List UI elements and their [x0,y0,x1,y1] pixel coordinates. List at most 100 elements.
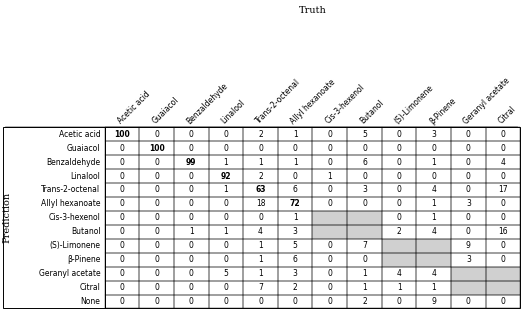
Text: 0: 0 [154,185,159,194]
Text: 0: 0 [223,130,229,139]
Text: 0: 0 [119,255,124,264]
Text: 0: 0 [154,171,159,181]
Text: 0: 0 [119,297,124,306]
Text: 0: 0 [501,241,506,250]
Text: 0: 0 [154,130,159,139]
Text: 0: 0 [189,144,194,153]
Text: 0: 0 [396,157,402,167]
Text: 0: 0 [431,144,436,153]
Text: 0: 0 [501,213,506,222]
Text: Benzaldehyde: Benzaldehyde [185,81,230,126]
Text: Cis-3-hexenol: Cis-3-hexenol [49,213,100,222]
Text: 28: 28 [498,283,508,292]
Text: 4: 4 [396,269,402,278]
Text: 0: 0 [119,199,124,208]
Text: Linalool: Linalool [71,171,100,181]
Text: 72: 72 [394,241,404,250]
Text: 0: 0 [396,297,402,306]
Text: 0: 0 [327,144,332,153]
Text: 1: 1 [189,227,194,236]
Text: Allyl hexanoate: Allyl hexanoate [289,77,337,126]
Text: Cis-3-hexenol: Cis-3-hexenol [323,83,367,126]
Text: Citral: Citral [497,105,518,126]
Text: 1: 1 [293,130,298,139]
Text: 0: 0 [154,297,159,306]
Text: 0: 0 [258,144,263,153]
Text: 0: 0 [189,171,194,181]
Text: 5: 5 [293,241,298,250]
Text: 9: 9 [466,241,471,250]
Text: 0: 0 [189,213,194,222]
Text: 20: 20 [394,255,404,264]
Text: Guaiacol: Guaiacol [67,144,100,153]
Text: 2: 2 [293,283,298,292]
Text: 100: 100 [149,144,164,153]
Text: 4: 4 [501,157,506,167]
Text: None: None [81,297,100,306]
Text: 4: 4 [431,269,436,278]
Text: Citral: Citral [79,283,100,292]
Text: 0: 0 [501,297,506,306]
Text: Prediction: Prediction [2,192,12,243]
Text: 1: 1 [223,157,228,167]
Text: 0: 0 [431,171,436,181]
Text: 0: 0 [327,255,332,264]
Text: β-Pinene: β-Pinene [427,96,457,126]
Text: 0: 0 [466,130,471,139]
Text: 7: 7 [258,283,263,292]
Text: 0: 0 [293,171,298,181]
Text: 17: 17 [498,185,508,194]
Text: 0: 0 [119,283,124,292]
Text: 0: 0 [466,185,471,194]
Text: 2: 2 [258,171,263,181]
Text: 0: 0 [223,255,229,264]
Text: 1: 1 [223,227,228,236]
Text: 0: 0 [362,144,367,153]
Text: 0: 0 [327,283,332,292]
Text: 35: 35 [498,269,508,278]
Text: 16: 16 [360,213,369,222]
Text: 1: 1 [362,269,367,278]
Text: 0: 0 [223,144,229,153]
Text: 0: 0 [327,199,332,208]
Text: 4: 4 [431,227,436,236]
Text: Truth: Truth [299,6,326,15]
Text: 84: 84 [463,269,474,278]
Text: Geranyl acetate: Geranyl acetate [39,269,100,278]
Text: 40: 40 [325,227,335,236]
Text: 1: 1 [397,283,402,292]
Text: 7: 7 [362,241,367,250]
Text: 2: 2 [362,297,367,306]
Text: 0: 0 [396,185,402,194]
Text: 3: 3 [362,185,367,194]
Text: 0: 0 [154,157,159,167]
Text: 1: 1 [258,241,263,250]
Text: Benzaldehyde: Benzaldehyde [47,157,100,167]
Text: 1: 1 [293,157,298,167]
Text: 0: 0 [396,171,402,181]
Text: 0: 0 [189,130,194,139]
Text: 48: 48 [428,255,439,264]
Text: 5: 5 [362,130,367,139]
Text: 0: 0 [189,283,194,292]
Text: 0: 0 [189,255,194,264]
Text: 1: 1 [431,199,436,208]
Text: 9: 9 [431,297,436,306]
Text: 1: 1 [258,157,263,167]
Text: 1: 1 [258,269,263,278]
Text: 0: 0 [189,241,194,250]
Text: 0: 0 [223,199,229,208]
Text: 99: 99 [186,157,197,167]
Text: 0: 0 [466,157,471,167]
Text: 3: 3 [466,255,471,264]
Text: 1: 1 [258,255,263,264]
Text: 0: 0 [154,199,159,208]
Text: 0: 0 [189,185,194,194]
Text: 0: 0 [189,199,194,208]
Text: 0: 0 [501,130,506,139]
Text: 0: 0 [396,213,402,222]
Text: 0: 0 [223,213,229,222]
Text: 0: 0 [396,130,402,139]
Text: 2: 2 [397,227,402,236]
Text: 0: 0 [362,199,367,208]
